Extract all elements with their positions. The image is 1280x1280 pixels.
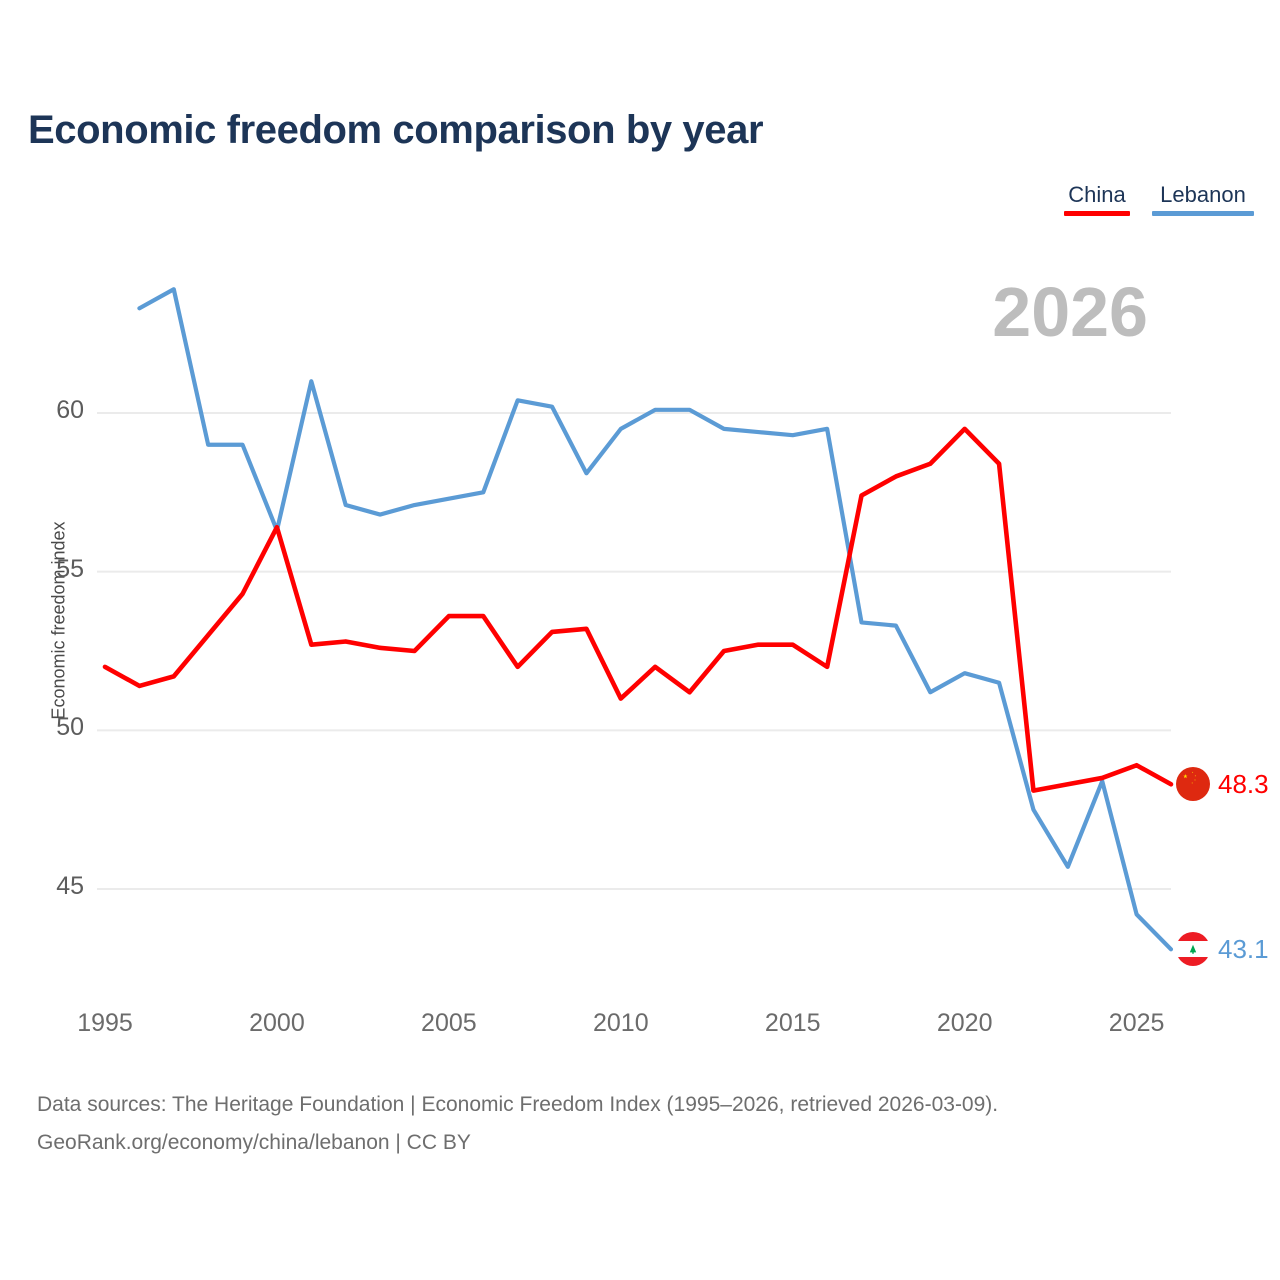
end-value-china: 48.3 <box>1218 769 1269 800</box>
end-value-lebanon: 43.1 <box>1218 934 1269 965</box>
page-title: Economic freedom comparison by year <box>28 108 764 152</box>
end-label-lebanon: 43.1 <box>1176 932 1269 967</box>
year-watermark: 2026 <box>992 273 1148 351</box>
x-axis-tick-2025: 2025 <box>1108 1009 1165 1037</box>
chart-legend: China Lebanon <box>1064 182 1254 216</box>
x-axis-tick-2015: 2015 <box>764 1009 821 1037</box>
y-axis-tick-55: 55 <box>56 554 84 583</box>
legend-item-china[interactable]: China <box>1064 182 1130 216</box>
china-flag-icon <box>1176 767 1210 802</box>
lebanon-flag-icon <box>1176 932 1210 967</box>
footer-line-1: Data sources: The Heritage Foundation | … <box>37 1093 999 1116</box>
legend-color-swatch-lebanon <box>1152 211 1254 216</box>
y-axis-tick-50: 50 <box>56 713 84 742</box>
x-axis-tick-2005: 2005 <box>421 1009 477 1037</box>
series-line-lebanon <box>137 287 1174 952</box>
legend-label-china: China <box>1068 182 1126 207</box>
x-axis-tick-2010: 2010 <box>592 1009 649 1037</box>
x-axis-tick-2020: 2020 <box>936 1009 993 1037</box>
series-line-china <box>102 426 1174 793</box>
footer-line-2: GeoRank.org/economy/china/lebanon | CC B… <box>37 1131 471 1154</box>
x-axis-tick-2000: 2000 <box>249 1009 305 1037</box>
footer-sources: Data sources: The Heritage Foundation | … <box>37 1086 998 1162</box>
y-axis-tick-45: 45 <box>56 872 84 900</box>
x-axis-tick-1995: 1995 <box>77 1009 133 1037</box>
legend-item-lebanon[interactable]: Lebanon <box>1152 182 1254 216</box>
chart-gridlines <box>97 412 1171 890</box>
legend-color-swatch-china <box>1064 211 1130 216</box>
end-label-china: 48.3 <box>1176 767 1269 802</box>
y-axis-tick-60: 60 <box>56 396 84 424</box>
y-axis-title: Economic freedom index <box>48 521 69 720</box>
legend-label-lebanon: Lebanon <box>1160 182 1246 207</box>
